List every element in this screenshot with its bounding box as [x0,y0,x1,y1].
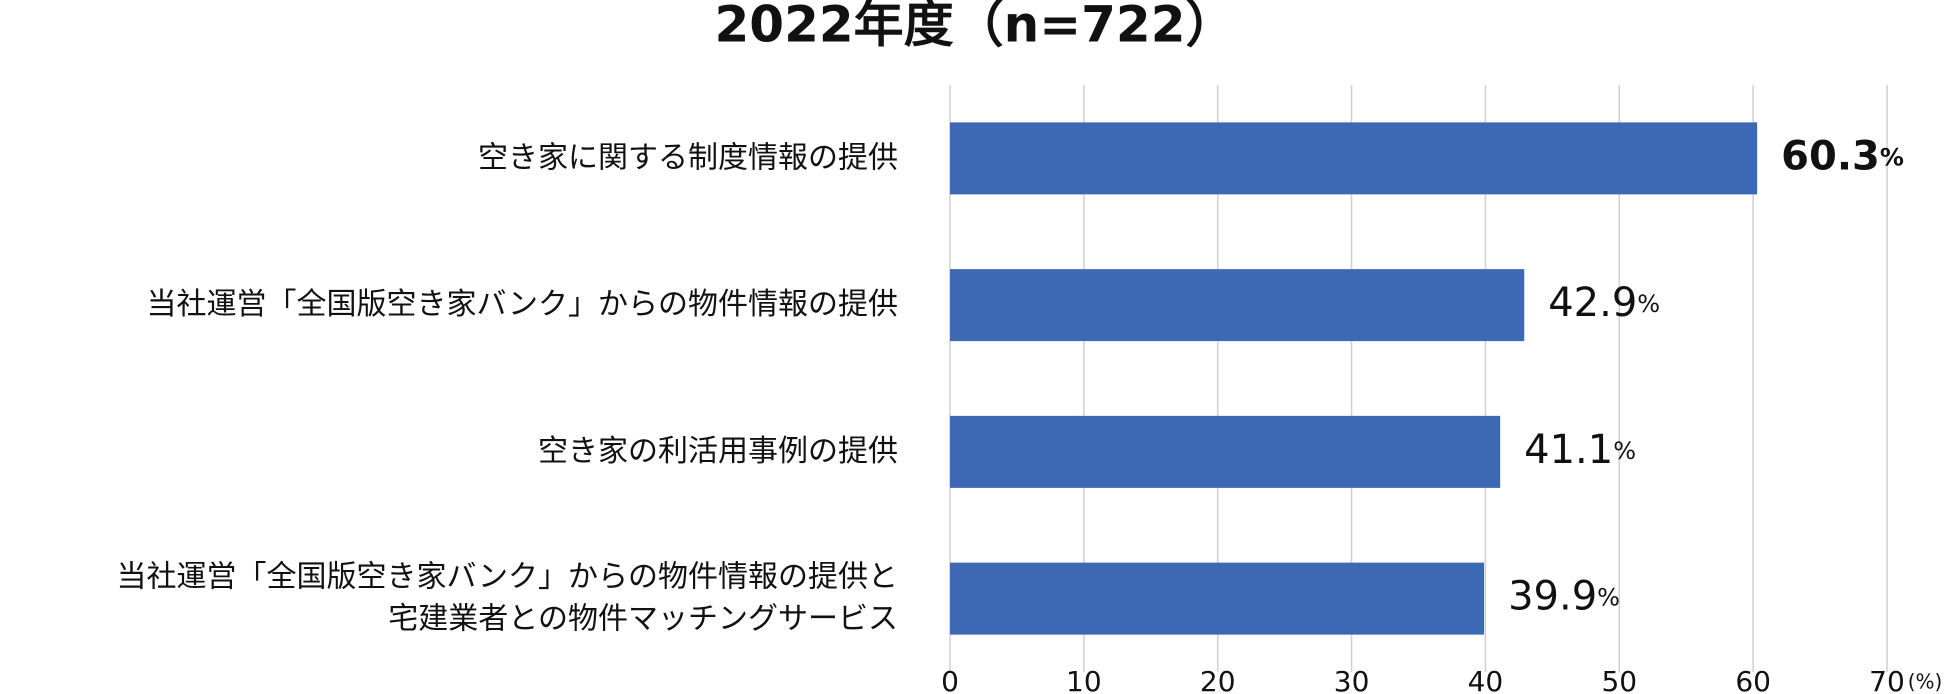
value-label: 60.3% [1781,133,1904,179]
y-tick-label-line: 宅建業者との物件マッチングサービス [388,601,898,636]
y-tick-label-line: 空き家の利活用事例の提供 [538,433,898,468]
value-unit: % [1597,584,1620,612]
value-unit: % [1613,437,1636,465]
y-tick-label-line: 空き家に関する制度情報の提供 [478,140,898,175]
value-label: 41.1% [1524,427,1636,473]
x-tick-label: 0 [941,665,959,694]
y-tick-label: 空き家の利活用事例の提供 [538,433,898,468]
bar [950,415,1501,488]
x-tick-label: 20 [1200,665,1236,694]
value-unit: % [1637,290,1660,318]
y-tick-label: 当社運営「全国版空き家バンク」からの物件情報の提供と宅建業者との物件マッチングサ… [117,559,899,636]
x-tick-label: 40 [1468,665,1504,694]
value-number: 42.9 [1548,280,1637,326]
bar [950,269,1525,342]
value-label: 42.9% [1548,280,1660,326]
x-tick-label: 70 [1869,665,1905,694]
x-tick-label: 30 [1334,665,1370,694]
value-number: 41.1 [1524,427,1613,473]
chart-title: 2022年度（n=722） [714,0,1235,54]
x-tick-label: 60 [1735,665,1771,694]
value-label: 39.9% [1508,574,1620,620]
y-tick-label: 当社運営「全国版空き家バンク」からの物件情報の提供 [147,287,899,322]
value-number: 60.3 [1781,133,1880,179]
value-unit: % [1880,143,1904,171]
y-tick-label-line: 当社運営「全国版空き家バンク」からの物件情報の提供 [147,287,899,322]
x-unit-label: (%) [1908,670,1943,694]
bar [950,562,1485,635]
x-tick-label: 50 [1601,665,1637,694]
value-number: 39.9 [1508,574,1597,620]
x-tick-label: 10 [1066,665,1102,694]
y-tick-label: 空き家に関する制度情報の提供 [478,140,898,175]
y-tick-label-line: 当社運営「全国版空き家バンク」からの物件情報の提供と [117,559,899,594]
bar [950,122,1758,195]
